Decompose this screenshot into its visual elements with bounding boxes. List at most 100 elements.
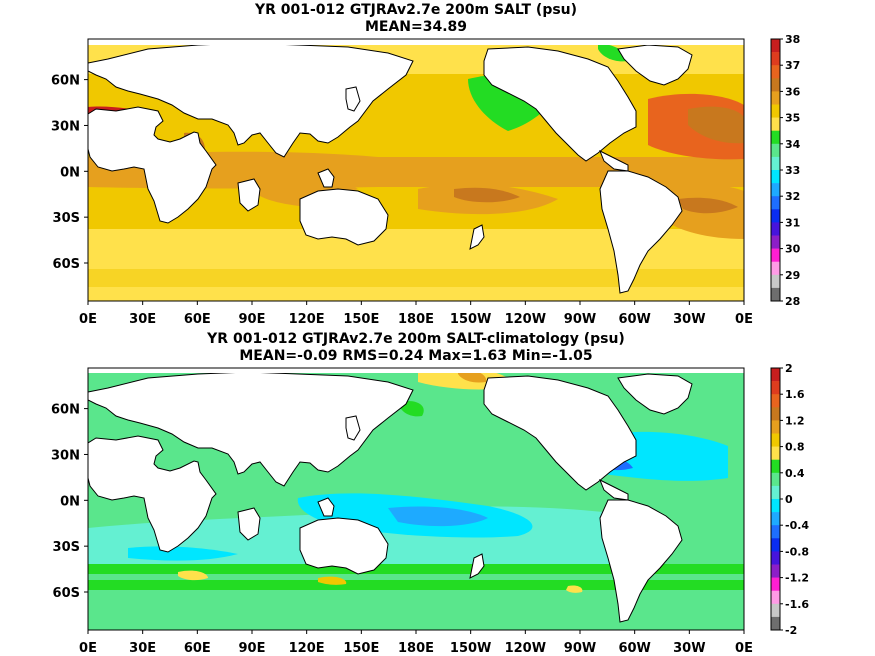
top-colorbar-swatch: [771, 52, 780, 66]
bottom-chart-title: YR 001-012 GTJRAv2.7e 200m SALT-climatol…: [207, 331, 625, 347]
bottom-y-tick-label: 60N: [51, 403, 80, 418]
bottom-x-tick-label: 150E: [343, 641, 379, 656]
top-colorbar-swatch: [771, 261, 780, 276]
bottom-colorbar-swatch: [771, 616, 780, 631]
top-colorbar-swatch: [771, 117, 780, 131]
bottom-colorbar: 2 1.6 1.2 0.8 0.4 0 -0.4 -0.8 -1.2 -1.6 -2: [770, 362, 809, 637]
top-x-tick-label: 90W: [564, 312, 596, 327]
bottom-colorbar-swatch: [771, 368, 780, 382]
bottom-colorbar-swatch: [771, 394, 780, 408]
top-colorbar-swatch: [771, 143, 780, 158]
top-colorbar-label: 34: [785, 138, 801, 151]
top-colorbar-swatch: [771, 235, 780, 249]
bottom-colorbar-label: -0.4: [785, 519, 809, 532]
bottom-colorbar-swatch: [771, 472, 780, 487]
top-x-tick-label: 60E: [184, 312, 211, 327]
top-colorbar-swatch: [771, 196, 780, 210]
bottom-y-tick-label: 30S: [53, 540, 80, 555]
top-axes: 0E 30E 60E 90E 120E 150E 180E 150W 120W 90W 60W 30W…: [51, 74, 753, 327]
top-y-tick-label: 60S: [53, 257, 80, 272]
bottom-colorbar-swatch: [771, 407, 780, 421]
top-colorbar: 38 37 36 35 34 33 32 31 30 29 28: [770, 33, 801, 308]
top-x-tick-label: 0E: [79, 312, 97, 327]
bottom-colorbar-swatch: [771, 577, 780, 591]
top-y-tick-label: 60N: [51, 74, 80, 89]
top-colorbar-label: 36: [785, 85, 801, 98]
top-colorbar-label: 35: [785, 112, 800, 125]
top-colorbar-swatch: [771, 130, 780, 145]
top-x-tick-label: 90E: [239, 312, 266, 327]
bottom-y-tick-label: 60S: [53, 586, 80, 601]
bottom-colorbar-swatch: [771, 590, 780, 605]
bottom-colorbar-label: 0: [785, 493, 793, 506]
top-colorbar-swatch: [771, 248, 780, 262]
bottom-colorbar-swatch: [771, 499, 780, 513]
top-colorbar-swatch: [771, 209, 780, 223]
bottom-colorbar-label: -1.2: [785, 572, 809, 585]
top-chart-title: YR 001-012 GTJRAv2.7e 200m SALT (psu): [254, 2, 578, 18]
bottom-x-tick-label: 30E: [129, 641, 156, 656]
bottom-x-tick-label: 90W: [564, 641, 596, 656]
bottom-map-panel: [87, 367, 745, 631]
top-y-tick-label: 30N: [51, 119, 80, 134]
top-colorbar-label: 33: [785, 164, 800, 177]
top-x-tick-label: 120E: [289, 312, 325, 327]
top-x-tick-label: 30W: [673, 312, 705, 327]
top-colorbar-swatch: [771, 222, 780, 236]
top-x-tick-label: 120W: [505, 312, 546, 327]
top-colorbar-swatch: [771, 156, 780, 171]
bottom-colorbar-swatch: [771, 381, 780, 395]
top-colorbar-label: 32: [785, 190, 800, 203]
bottom-x-tick-label: 150W: [450, 641, 491, 656]
bottom-colorbar-swatch: [771, 538, 780, 552]
top-colorbar-swatch: [771, 65, 780, 79]
top-colorbar-label: 29: [785, 269, 800, 282]
bottom-y-tick-label: 30N: [51, 448, 80, 463]
top-colorbar-label: 37: [785, 59, 800, 72]
top-x-tick-label: 30E: [129, 312, 156, 327]
bottom-chart-subtitle: MEAN=-0.09 RMS=0.24 Max=1.63 Min=-1.05: [239, 348, 593, 364]
bottom-colorbar-label: 2: [785, 362, 793, 375]
bottom-colorbar-label: -2: [785, 624, 797, 637]
bottom-colorbar-swatch: [771, 564, 780, 578]
bottom-colorbar-swatch: [771, 459, 780, 474]
top-colorbar-label: 31: [785, 216, 800, 229]
bottom-colorbar-label: 1.6: [785, 388, 805, 401]
top-colorbar-swatch: [771, 287, 780, 302]
bottom-colorbar-label: -0.8: [785, 545, 809, 558]
bottom-colorbar-swatch: [771, 485, 780, 500]
top-colorbar-swatch: [771, 39, 780, 53]
bottom-colorbar-swatch: [771, 446, 780, 460]
bottom-colorbar-swatch: [771, 420, 780, 434]
bottom-x-tick-label: 120E: [289, 641, 325, 656]
bottom-x-tick-label: 180E: [398, 641, 434, 656]
top-y-tick-label: 30S: [53, 211, 80, 226]
top-colorbar-label: 38: [785, 33, 800, 46]
bottom-colorbar-label: -1.6: [785, 598, 809, 611]
bottom-y-tick-label: 0N: [60, 494, 80, 509]
bottom-x-tick-label: 0E: [735, 641, 753, 656]
top-x-tick-label: 150W: [450, 312, 491, 327]
bottom-colorbar-swatch: [771, 433, 780, 447]
bottom-x-tick-label: 0E: [79, 641, 97, 656]
bottom-colorbar-swatch: [771, 512, 780, 526]
top-y-tick-label: 0N: [60, 165, 80, 180]
bottom-colorbar-label: 0.4: [785, 467, 805, 480]
top-x-tick-label: 180E: [398, 312, 434, 327]
bottom-x-tick-label: 90E: [239, 641, 266, 656]
bottom-colorbar-swatch: [771, 525, 780, 539]
top-chart-subtitle: MEAN=34.89: [364, 19, 468, 35]
bottom-x-tick-label: 60E: [184, 641, 211, 656]
top-colorbar-swatch: [771, 78, 780, 92]
bottom-x-tick-label: 120W: [505, 641, 546, 656]
top-colorbar-swatch: [771, 104, 780, 118]
bottom-colorbar-label: 1.2: [785, 414, 805, 427]
bottom-colorbar-swatch: [771, 603, 780, 618]
top-colorbar-swatch: [771, 91, 780, 105]
top-colorbar-swatch: [771, 170, 780, 184]
bottom-colorbar-label: 0.8: [785, 441, 805, 454]
bottom-axes: 0E 30E 60E 90E 120E 150E 180E 150W 120W 90W 60W 30W…: [51, 403, 753, 656]
top-x-tick-label: 150E: [343, 312, 379, 327]
bottom-x-tick-label: 30W: [673, 641, 705, 656]
